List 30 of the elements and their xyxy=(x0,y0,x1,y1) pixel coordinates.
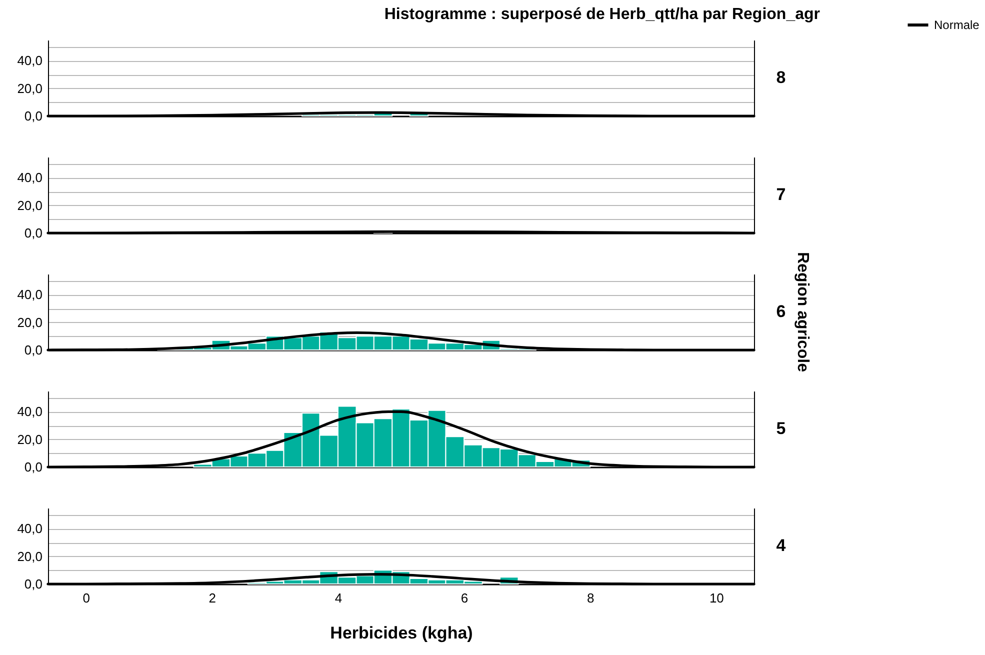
x-tick-label: 8 xyxy=(586,590,594,606)
y-tick-label: 0,0 xyxy=(24,576,42,592)
y-tick-label: 0,0 xyxy=(24,226,42,240)
text: 7 xyxy=(776,185,786,204)
x-tick-label: 0 xyxy=(82,590,90,606)
x-tick-label: 10 xyxy=(709,590,724,606)
y-tick-label: 40,0 xyxy=(17,404,42,420)
y-tick-label: 40,0 xyxy=(17,521,42,536)
y-tick-label: 40,0 xyxy=(17,287,42,302)
legend-label: Normale xyxy=(934,18,980,32)
y-tick-label: 0,0 xyxy=(24,460,42,474)
x-tick-label: 2 xyxy=(208,590,216,606)
x-tick-label: 6 xyxy=(460,590,468,606)
y-tick-label: 20,0 xyxy=(17,432,42,447)
text: 4 xyxy=(776,536,786,555)
x-axis-title: Herbicides (kgha) xyxy=(330,624,473,642)
y-tick-label: 20,0 xyxy=(17,548,42,564)
chart-title: Histogramme : superposé de Herb_qtt/ha par Region_agr xyxy=(384,6,820,23)
y-tick-label: 20,0 xyxy=(17,198,42,213)
text: 6 xyxy=(776,302,786,321)
x-tick-label: 4 xyxy=(334,590,342,606)
y-tick-label: 0,0 xyxy=(24,342,42,358)
y-tick-label: 40,0 xyxy=(17,53,42,68)
y-tick-label: 20,0 xyxy=(17,80,42,96)
text: 5 xyxy=(776,419,786,438)
y-tick-label: 20,0 xyxy=(17,314,42,330)
text: 8 xyxy=(776,68,786,87)
text: Region agricole xyxy=(794,252,811,372)
y-tick-label: 0,0 xyxy=(24,108,42,124)
y-tick-label: 40,0 xyxy=(17,170,42,186)
